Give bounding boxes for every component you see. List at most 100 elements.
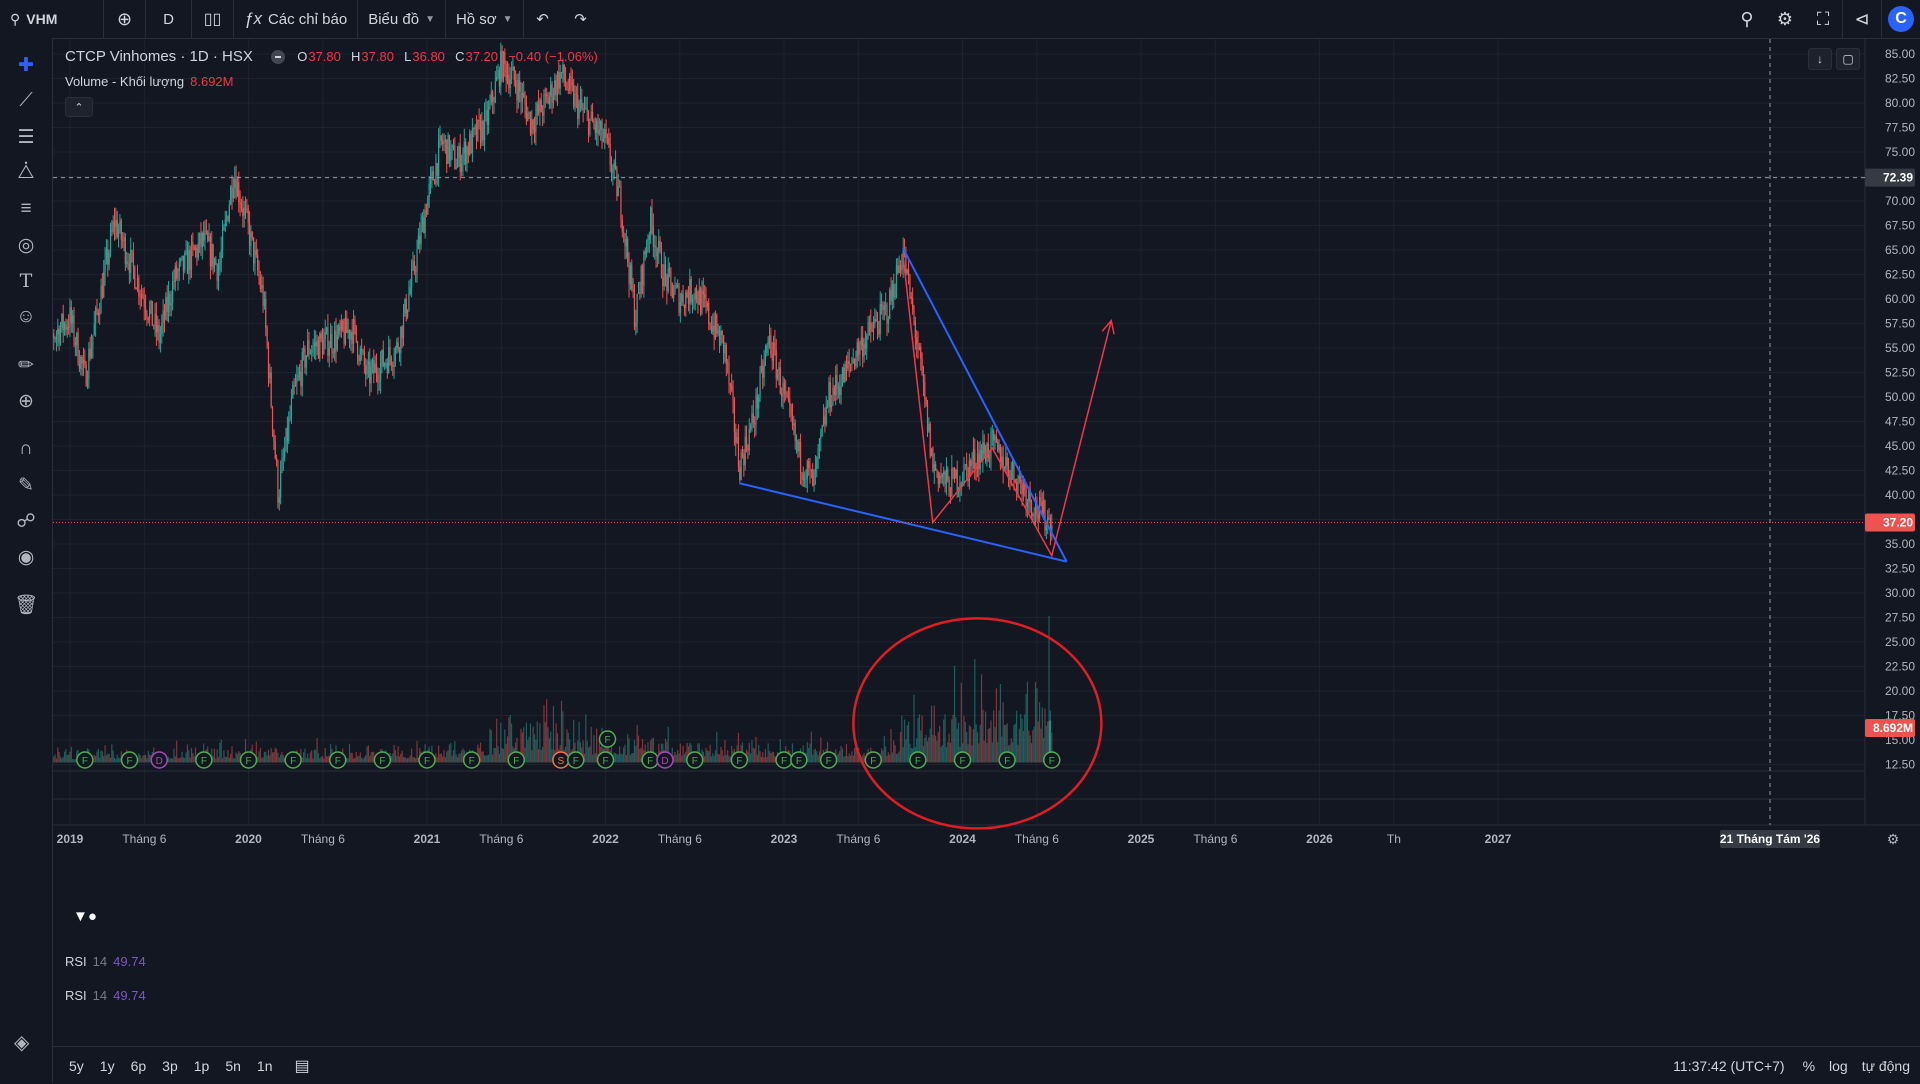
volume-bar (447, 750, 448, 762)
indicators-button[interactable]: ƒx Các chỉ báo (234, 0, 358, 38)
emoji-tool[interactable]: ☺ (0, 302, 52, 332)
range-6m[interactable]: 6p (131, 1058, 147, 1074)
quick-search-button[interactable]: ⚲ (1728, 0, 1766, 38)
candle-body (342, 321, 343, 330)
text-tool[interactable]: T (0, 266, 52, 296)
volume-bar (368, 745, 369, 762)
profile-menu-button[interactable]: Hồ sơ ▼ (446, 0, 524, 38)
candle-body (311, 351, 312, 353)
symbol-search[interactable]: ⚲ VHM (0, 0, 104, 38)
range-1d[interactable]: 1n (257, 1058, 273, 1074)
volume-bar (107, 754, 108, 763)
volume-bar (903, 747, 904, 762)
chart-type-button[interactable]: ▯▯ (192, 0, 234, 38)
candle-body (199, 233, 200, 243)
candle-body (916, 338, 917, 344)
candle-body (106, 250, 107, 259)
candle-body (677, 285, 678, 286)
stay-drawing-tool[interactable]: ✎ (0, 470, 52, 500)
forecast-tool[interactable]: ≡ (0, 194, 52, 224)
candle-body (836, 375, 837, 388)
undo-button[interactable]: ↶ (524, 0, 562, 38)
pattern-tool[interactable]: ⧊ (0, 158, 52, 188)
candle-body (520, 91, 521, 101)
candle-body (272, 407, 273, 431)
range-5d[interactable]: 5n (225, 1058, 241, 1074)
remove-tool[interactable]: 🗑 (0, 590, 52, 620)
collapse-legend-button[interactable]: ⌃ (65, 97, 93, 117)
volume-bar (809, 744, 810, 763)
event-label: F (513, 756, 519, 767)
candle-body (123, 237, 124, 241)
price-axis[interactable]: 85.0082.5080.0077.5075.0072.5070.0067.50… (53, 47, 1915, 772)
crosshair-tool[interactable]: ✚ (0, 50, 52, 80)
settings-button[interactable]: ⚙ (1766, 0, 1804, 38)
redo-button[interactable]: ↷ (562, 0, 600, 38)
volume-bar (172, 759, 173, 763)
brush-tool[interactable]: ◎ (0, 230, 52, 260)
volume-bar (749, 743, 750, 763)
magnet-tool[interactable]: ∩ (0, 434, 52, 464)
auto-toggle[interactable]: tự động (1862, 1058, 1910, 1074)
share-button[interactable]: ⊲ (1842, 0, 1881, 38)
lock-tool[interactable]: ☍ (0, 506, 52, 536)
legend-collapse-icon[interactable] (271, 50, 285, 64)
price-tick-label: 47.50 (1885, 415, 1915, 429)
volume-bar (1000, 684, 1001, 762)
ruler-tool[interactable]: ✏ (0, 350, 52, 380)
candle-body (574, 94, 575, 107)
range-1m[interactable]: 1p (194, 1058, 210, 1074)
interval-button[interactable]: D (146, 0, 192, 38)
volume-bar (271, 748, 272, 762)
chart-menu-button[interactable]: Biểu đồ ▼ (358, 0, 446, 38)
trendline-tool[interactable]: ⟋ (0, 86, 52, 116)
compare-button[interactable]: ⊕ (104, 0, 146, 38)
volume-label: Volume - Khối lượng (65, 74, 184, 89)
volume-bar (109, 754, 110, 763)
candle-body (1024, 484, 1025, 489)
object-tree-button[interactable]: ◈ (14, 1030, 29, 1055)
volume-bar (624, 745, 625, 763)
candle-body (576, 94, 577, 95)
zoom-tool[interactable]: ⊕ (0, 386, 52, 416)
event-marker: F (687, 752, 703, 768)
volume-bar (57, 748, 58, 763)
volume-bar (819, 751, 820, 762)
candle-body (608, 138, 609, 144)
time-tick-label: 2019 (57, 832, 84, 846)
fullscreen-button[interactable]: ⛶ (1804, 0, 1842, 38)
candle-body (561, 72, 562, 73)
undo-icon: ↶ (536, 10, 549, 28)
candle-body (404, 299, 405, 313)
open-value: 37.80 (308, 49, 341, 64)
clock[interactable]: 11:37:42 (UTC+7) (1673, 1058, 1784, 1074)
price-tick-label: 60.00 (1885, 292, 1915, 306)
crosshair-price-label: 72.39 (1883, 171, 1913, 185)
pane-maximize-button[interactable]: ▢ (1836, 48, 1860, 70)
goto-date-button[interactable]: ▤ (294, 1056, 309, 1076)
volume-bar (977, 732, 978, 762)
candle-body (946, 469, 947, 484)
brand-logo-icon: C (1888, 6, 1914, 32)
candle-body (938, 471, 939, 483)
candle-body (402, 327, 403, 339)
fib-tool[interactable]: ☰ (0, 122, 52, 152)
range-3m[interactable]: 3p (162, 1058, 178, 1074)
chart-canvas[interactable]: FFFDFFFFFFFFSFFFDFFFFFFFFFFF 85.0082.508… (53, 39, 1920, 1045)
profile-menu-label: Hồ sơ (456, 11, 497, 28)
volume-bar (495, 748, 496, 762)
hide-tool[interactable]: ◉ (0, 542, 52, 572)
event-marker: F (731, 752, 747, 768)
tradingview-logo[interactable]: ▼● (70, 904, 100, 928)
candle-body (674, 286, 675, 294)
range-1y[interactable]: 1y (100, 1058, 115, 1074)
volume-bar (371, 752, 372, 762)
range-5y[interactable]: 5y (69, 1058, 84, 1074)
brand-logo-button[interactable]: C (1881, 0, 1920, 38)
log-toggle[interactable]: log (1829, 1058, 1848, 1074)
candle-body (601, 121, 602, 141)
percent-toggle[interactable]: % (1803, 1058, 1815, 1074)
pane-down-button[interactable]: ↓ (1808, 48, 1832, 70)
